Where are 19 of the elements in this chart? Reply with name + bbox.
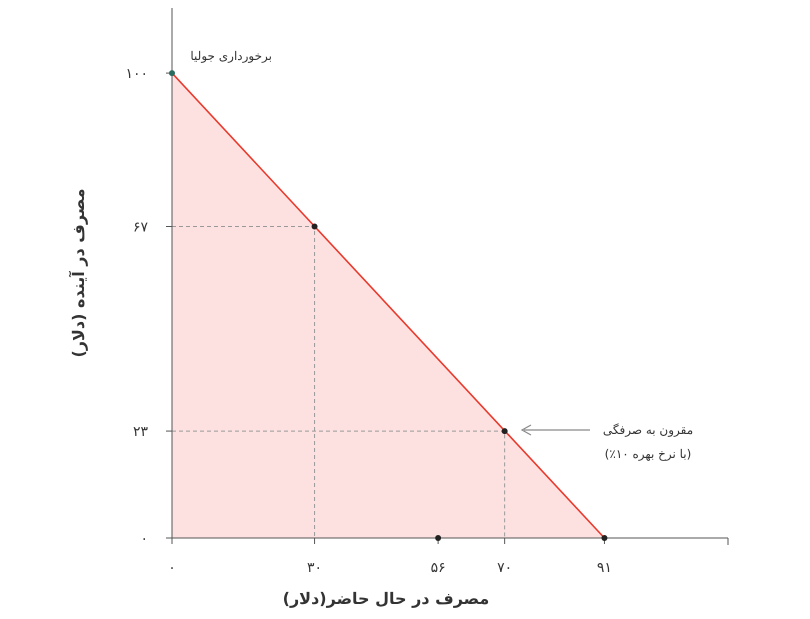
point [601,535,608,541]
annotation: مقرون به صرفگی [602,423,694,437]
x-tick-label: ۳۰ [307,560,322,576]
x-tick-label: ۹۱ [596,560,612,576]
x-tick-label: ۵۶ [430,560,446,576]
point [169,70,175,76]
point [312,224,318,230]
y-tick-label: ۶۷ [132,220,148,236]
y-tick-label: ۰ [140,531,148,547]
x-axis-title: مصرف در حال حاضر(دلار) [282,589,490,608]
y-tick-label: ۲۳ [132,424,148,440]
y-axis-title: مصرف در آینده (دلار) [68,188,88,358]
annotation: (با نرخ بهره ۱۰٪) [604,447,692,461]
y-tick-label: ۱۰۰ [125,66,148,82]
x-tick-label: ۰ [168,560,176,576]
annotation: برخورداری جولیا [190,49,272,64]
x-tick-label: ۷۰ [497,560,512,576]
point [435,535,442,541]
point [502,428,508,434]
